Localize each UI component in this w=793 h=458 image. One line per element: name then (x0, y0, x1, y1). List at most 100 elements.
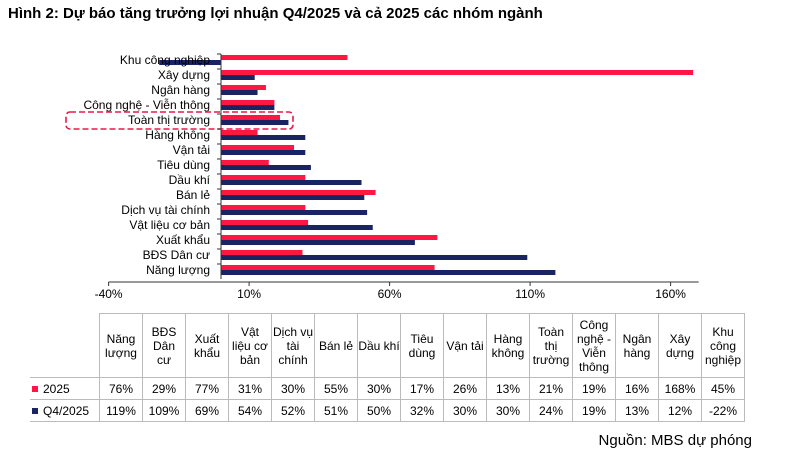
table-cell: 30% (357, 377, 401, 400)
table-cell: 76% (99, 377, 143, 400)
bar-2025 (221, 220, 309, 225)
x-tick-label: 60% (378, 287, 402, 301)
bar-2025 (221, 130, 258, 135)
bar-Q4-2025 (221, 255, 528, 260)
table-cell: 21% (529, 377, 573, 400)
legend-label: 2025 (43, 381, 70, 396)
bar-2025 (221, 235, 438, 240)
table-cell: 26% (443, 377, 487, 400)
table-cell: 30% (271, 377, 315, 400)
x-tick-label: 110% (515, 287, 545, 301)
bar-Q4-2025 (221, 180, 362, 185)
table-cell: 19% (572, 377, 616, 400)
table-row: Q4/2025 119% 109% 69% 54% 52% 51% 50% 32% 30% 30% 2… (30, 399, 745, 422)
row-legend: 2025 (30, 377, 100, 400)
table-cell: 16% (615, 377, 659, 400)
category-label: Hàng không (145, 128, 210, 142)
bar-Q4-2025 (221, 195, 365, 200)
bar-2025 (221, 205, 306, 210)
bar-Q4-2025 (221, 90, 258, 95)
table-cell: 13% (615, 399, 659, 422)
column-header: Bán lẻ (314, 313, 358, 378)
x-tick-label: 10% (237, 287, 261, 301)
column-header: Vận tải (443, 313, 487, 378)
table-cell: 54% (228, 399, 272, 422)
bar-Q4-2025 (221, 150, 306, 155)
column-header: Công nghệ - Viễn thông (572, 313, 616, 378)
table-cell: 13% (486, 377, 530, 400)
category-label: Toàn thị trường (128, 113, 210, 127)
bar-Q4-2025 (221, 105, 275, 110)
highlight-box (65, 111, 294, 130)
column-header: Xây dựng (658, 313, 702, 378)
table-cell: 30% (486, 399, 530, 422)
table-cell: 24% (529, 399, 573, 422)
row-legend: Q4/2025 (30, 399, 100, 422)
bar-2025 (221, 100, 275, 105)
column-header: Dầu khí (357, 313, 401, 378)
category-label: Ngân hàng (151, 83, 210, 97)
figure-title: Hình 2: Dự báo tăng trưởng lợi nhuận Q4/… (8, 5, 543, 22)
source-note: Nguồn: MBS dự phóng (598, 432, 752, 449)
bar-Q4-2025 (221, 225, 373, 230)
table-cell: 50% (357, 399, 401, 422)
bar-2025 (221, 160, 269, 165)
table-cell: 119% (99, 399, 143, 422)
category-label: Vận tải (173, 143, 210, 157)
bar-2025 (221, 85, 266, 90)
table-cell: 55% (314, 377, 358, 400)
bar-Q4-2025 (221, 165, 311, 170)
category-label: Xây dựng (158, 68, 210, 82)
table-corner (30, 313, 100, 378)
category-label: Dầu khí (169, 173, 211, 187)
table-cell: 29% (142, 377, 186, 400)
legend-swatch (32, 386, 38, 393)
table-cell: 109% (142, 399, 186, 422)
x-tick-label: -40% (95, 287, 123, 301)
category-label: Tiêu dùng (157, 158, 210, 172)
legend-label: Q4/2025 (43, 403, 90, 418)
category-label: Bán lẻ (176, 188, 210, 202)
column-header: Tiêu dùng (400, 313, 444, 378)
bar-2025 (221, 145, 295, 150)
column-header: Toàn thị trường (529, 313, 573, 378)
table-cell: 32% (400, 399, 444, 422)
table-cell: 45% (701, 377, 745, 400)
table-cell: 77% (185, 377, 229, 400)
legend-swatch (32, 408, 38, 415)
table-cell: 168% (658, 377, 702, 400)
table-cell: 30% (443, 399, 487, 422)
column-header: Vật liệu cơ bản (228, 313, 272, 378)
bar-Q4-2025 (221, 240, 415, 245)
bar-2025 (221, 250, 303, 255)
category-label: Công nghệ - Viễn thông (83, 97, 210, 112)
table-cell: -22% (701, 399, 745, 422)
table-cell: 69% (185, 399, 229, 422)
column-header: Dịch vụ tài chính (271, 313, 315, 378)
table-cell: 52% (271, 399, 315, 422)
bar-Q4-2025 (159, 60, 221, 65)
bar-2025 (221, 175, 306, 180)
category-label: BĐS Dân cư (143, 248, 210, 262)
bar-2025 (221, 190, 376, 195)
bar-Q4-2025 (221, 120, 289, 125)
table-row: 2025 76% 29% 77% 31% 30% 55% 30% 17% 26% 13% 21% 19%… (30, 377, 745, 400)
column-header: Năng lượng (99, 313, 143, 378)
bar-Q4-2025 (221, 135, 306, 140)
bar-2025 (221, 265, 435, 270)
category-label: Vật liệu cơ bản (129, 218, 210, 232)
table-cell: 19% (572, 399, 616, 422)
column-header: Xuất khẩu (185, 313, 229, 378)
data-table: Năng lượng BĐS Dân cư Xuất khẩu Vật liệu cơ bản Dị… (30, 313, 745, 422)
bar-2025 (221, 115, 281, 120)
column-header: Ngân hàng (615, 313, 659, 378)
bar-Q4-2025 (221, 210, 368, 215)
bar-2025 (221, 55, 348, 60)
table-cell: 12% (658, 399, 702, 422)
category-label: Xuất khẩu (156, 233, 210, 247)
column-header: BĐS Dân cư (142, 313, 186, 378)
column-header: Khu công nghiệp (701, 313, 745, 378)
category-label: Khu công nghiệp (120, 53, 210, 67)
table-cell: 31% (228, 377, 272, 400)
column-header: Hàng không (486, 313, 530, 378)
